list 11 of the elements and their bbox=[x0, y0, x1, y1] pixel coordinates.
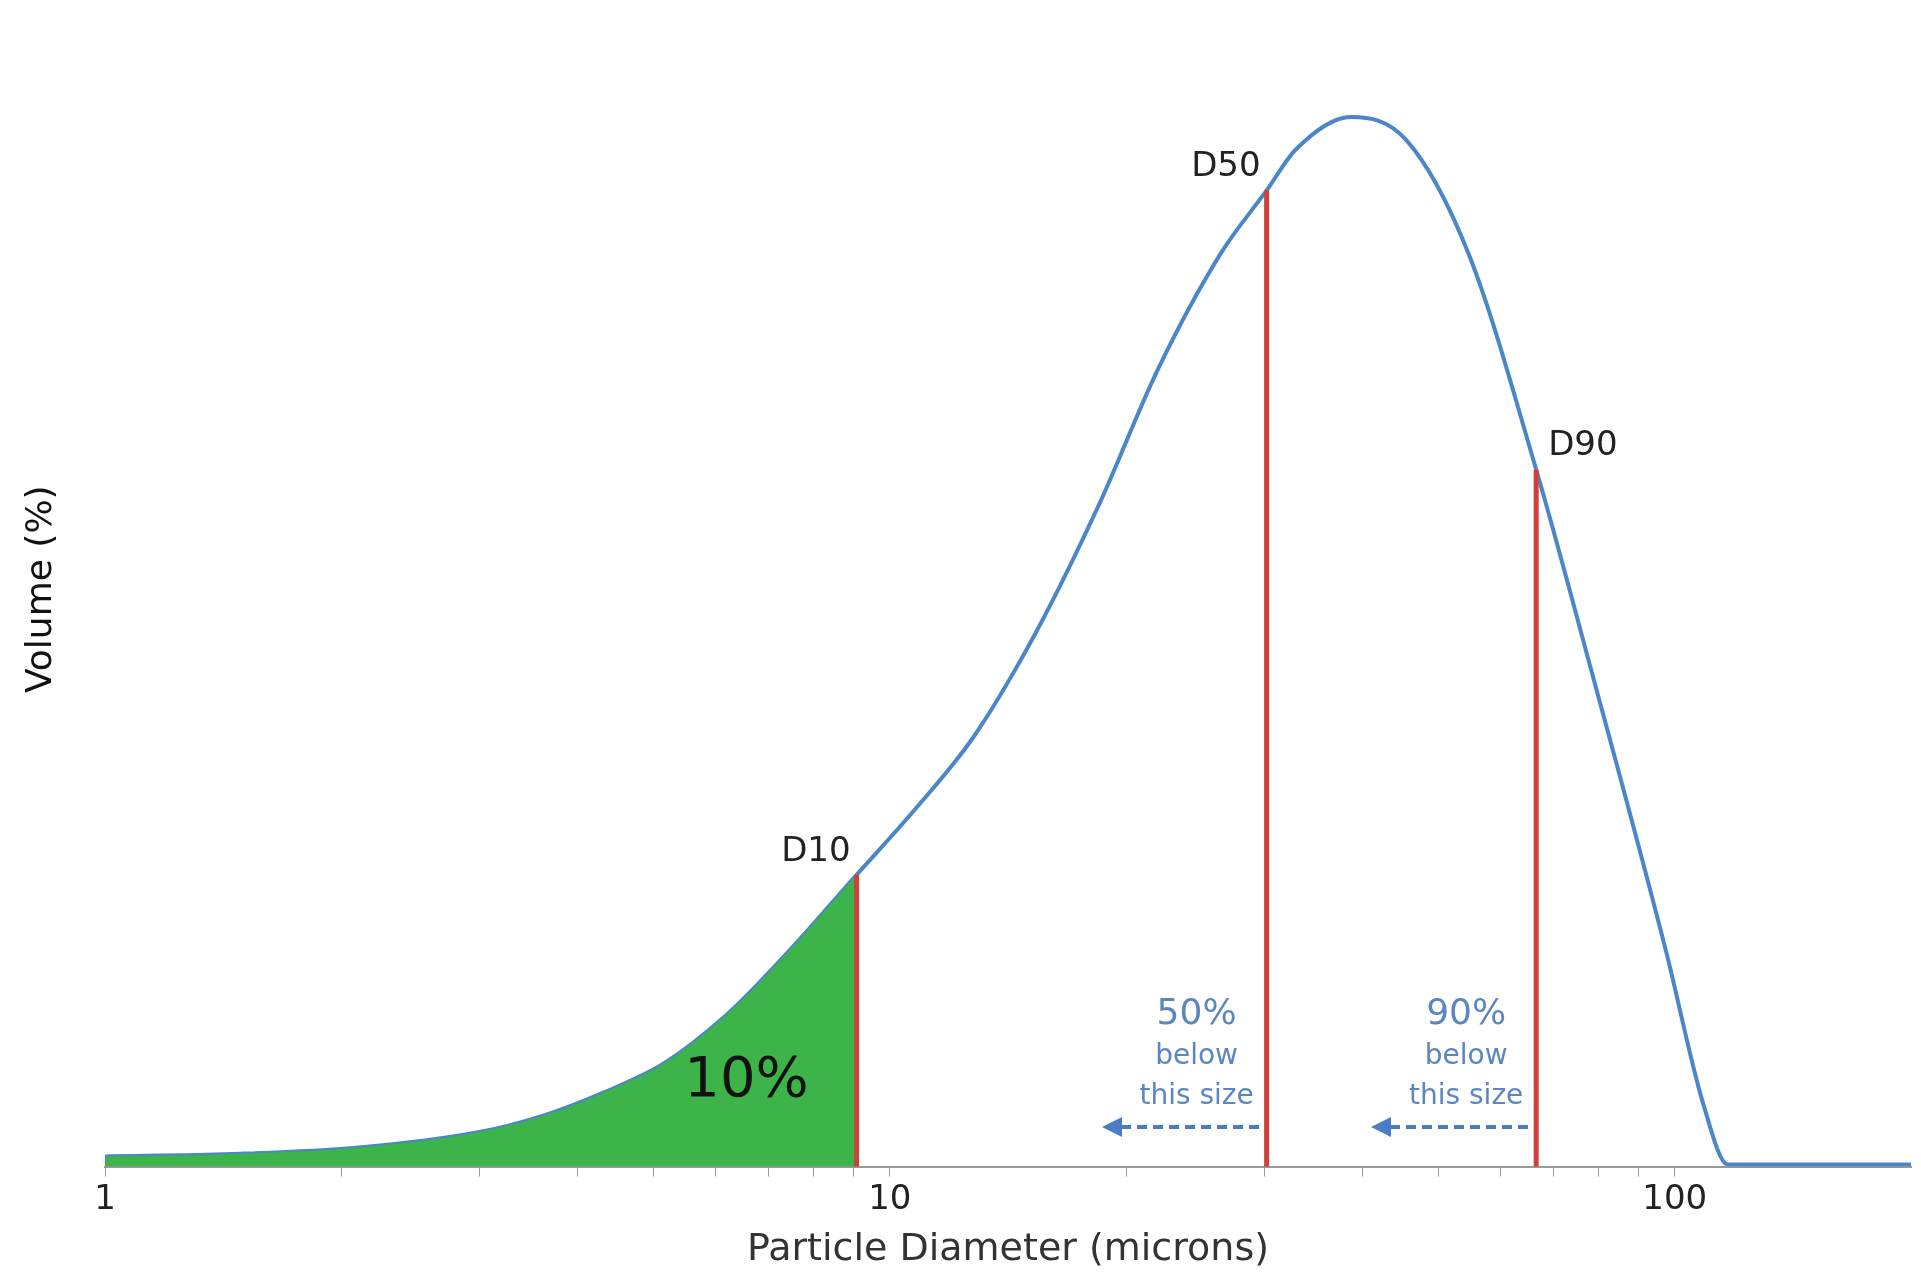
y-axis-title: Volume (%) bbox=[18, 485, 59, 694]
x-tick-label: 10 bbox=[868, 1176, 912, 1217]
x-tick-label: 1 bbox=[94, 1176, 116, 1217]
ref-line-label: D90 bbox=[1548, 423, 1618, 464]
annotation: 90% below this size bbox=[1409, 990, 1524, 1111]
ref-line-label: D10 bbox=[781, 828, 851, 869]
ref-line-label: D50 bbox=[1191, 144, 1261, 185]
x-tick-label: 100 bbox=[1642, 1176, 1708, 1217]
x-axis-title: Particle Diameter (microns) bbox=[747, 1225, 1269, 1270]
annotation: 50% below this size bbox=[1139, 990, 1254, 1111]
annotation: 10% bbox=[684, 1044, 809, 1110]
